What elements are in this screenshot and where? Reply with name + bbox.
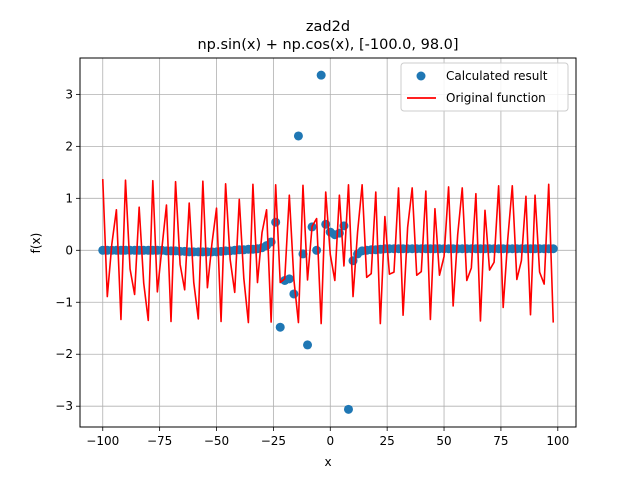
x-tick-label: 75 <box>493 434 508 448</box>
y-tick-label: −3 <box>55 399 73 413</box>
y-tick-label: −1 <box>55 295 73 309</box>
x-tick-label: 100 <box>546 434 569 448</box>
x-tick-label: 25 <box>380 434 395 448</box>
x-tick-label: −25 <box>261 434 286 448</box>
scatter-point <box>316 70 326 80</box>
scatter-point <box>271 217 281 227</box>
legend: Calculated result Original function <box>400 62 569 112</box>
grid <box>80 58 576 427</box>
legend-label-original: Original function <box>446 91 546 105</box>
legend-scatter-marker <box>416 71 426 81</box>
x-tick-label: −100 <box>86 434 119 448</box>
x-tick-label: 0 <box>326 434 334 448</box>
y-tick-label: −2 <box>55 347 73 361</box>
y-axis-label: f(x) <box>29 233 43 254</box>
chart-subtitle: np.sin(x) + np.cos(x), [-100.0, 98.0] <box>197 37 458 53</box>
x-axis: −100 −75 −50 −25 0 25 50 75 100 <box>86 427 569 448</box>
scatter-point <box>303 340 313 350</box>
legend-label-calculated: Calculated result <box>446 69 548 83</box>
y-tick-label: 3 <box>65 87 73 101</box>
y-axis: −3 −2 −1 0 1 2 3 <box>55 87 80 413</box>
chart-title: zad2d <box>306 19 350 35</box>
y-tick-label: 2 <box>65 139 73 153</box>
x-tick-label: −50 <box>204 434 229 448</box>
legend-box <box>400 62 569 112</box>
scatter-point <box>284 274 294 284</box>
x-tick-label: 50 <box>436 434 451 448</box>
scatter-point <box>293 131 303 141</box>
line-series <box>101 179 555 325</box>
x-tick-label: −75 <box>147 434 172 448</box>
plot-area <box>98 70 558 414</box>
y-tick-label: 0 <box>65 243 73 257</box>
scatter-point <box>289 289 299 299</box>
y-tick-label: 1 <box>65 191 73 205</box>
scatter-point <box>312 245 322 255</box>
axes-frame <box>79 57 577 428</box>
scatter-point <box>343 404 353 414</box>
x-axis-label: x <box>324 455 331 469</box>
scatter-point <box>275 322 285 332</box>
